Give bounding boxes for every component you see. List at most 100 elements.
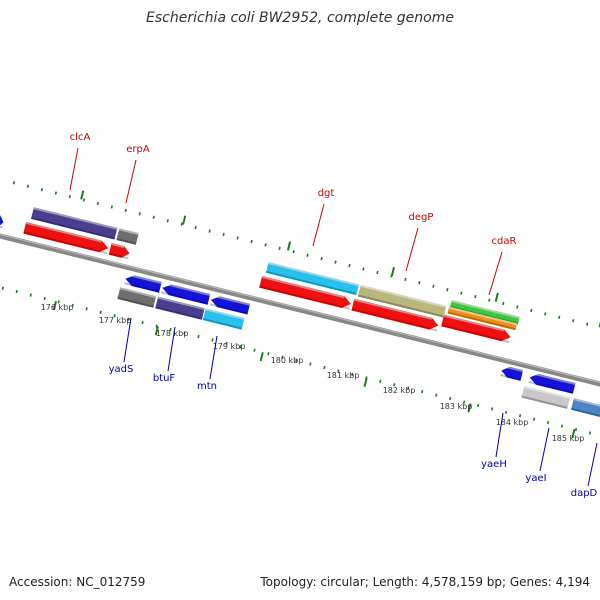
rail-tick bbox=[286, 241, 292, 251]
clcA-gene-shine bbox=[25, 221, 102, 243]
clcA-box bbox=[30, 207, 118, 240]
genome-backbone bbox=[0, 233, 600, 387]
cdaR-gene bbox=[441, 314, 511, 344]
cdaR-box-orange-body bbox=[447, 306, 518, 331]
yaeI-box bbox=[521, 385, 570, 409]
edge-gene bbox=[0, 213, 4, 229]
degP-gene bbox=[351, 298, 439, 332]
mtn-box bbox=[202, 308, 245, 330]
rail-tick bbox=[363, 377, 368, 387]
gene-label-btuF: btuF bbox=[153, 373, 176, 384]
yaeH-gene-shade bbox=[500, 373, 521, 381]
cdaR-box-orange bbox=[447, 306, 518, 331]
yaeH-gene bbox=[500, 365, 524, 381]
scale-tick-label: 182 kbp bbox=[383, 386, 416, 395]
cdaR-gene-shade bbox=[441, 324, 510, 344]
cdaR-box-green-shine bbox=[451, 300, 520, 319]
gene-leader-line bbox=[495, 412, 504, 458]
yadS-box-shade bbox=[117, 296, 154, 308]
mtn-box-shade bbox=[202, 318, 243, 330]
scale-tick-label: 183 kbp bbox=[440, 402, 473, 411]
blue-gene-2 bbox=[160, 282, 211, 305]
blue-gene-3-shine bbox=[211, 294, 251, 306]
dapD-box-body bbox=[570, 398, 600, 420]
backbone-highlight bbox=[0, 233, 600, 384]
blue-gene-3 bbox=[209, 294, 251, 315]
rail-tick bbox=[467, 403, 472, 413]
rail-tick bbox=[494, 292, 499, 302]
scale-tick-label: 184 kbp bbox=[496, 418, 529, 427]
dotted-guide-lines bbox=[1, 181, 600, 439]
blue-gene-3-shade bbox=[209, 303, 248, 315]
accession-text: Accession: NC_012759 bbox=[9, 575, 146, 589]
yaeI-gene-blue-shine bbox=[530, 372, 576, 386]
degP-box-body bbox=[357, 284, 447, 318]
gene-label-erpA: erpA bbox=[126, 144, 150, 155]
blue-gene-2-shade bbox=[160, 291, 209, 305]
dapD-box-shade bbox=[570, 407, 600, 420]
mtn-box-body bbox=[202, 308, 245, 330]
blue-gene-1-shine bbox=[126, 273, 162, 285]
gene-leader-line bbox=[209, 335, 218, 380]
yadS-box-shine bbox=[119, 287, 157, 299]
yaeI-gene-blue-shade bbox=[528, 380, 574, 394]
gene-label-dgt: dgt bbox=[318, 188, 335, 199]
gene-label-clcA: clcA bbox=[70, 132, 91, 143]
cdaR-gene-shine bbox=[443, 314, 505, 332]
gene-labels: clcA erpA dgt degP cdaR yadS btuF mtn yaeH yaeI da… bbox=[69, 132, 598, 499]
gene-leader-line bbox=[405, 227, 419, 272]
scale-tick-label: 178 kbp bbox=[156, 329, 189, 338]
blue-gene-1-shade bbox=[124, 282, 160, 293]
clcA-gene-shade bbox=[23, 231, 108, 255]
scale-tick-label: 185 kbp bbox=[552, 434, 585, 443]
yaeI-gene-blue-body bbox=[529, 374, 576, 394]
erpA-box-shine bbox=[118, 228, 139, 236]
gene-label-mtn: mtn bbox=[197, 381, 217, 392]
clcA-gene-body bbox=[23, 221, 109, 253]
rail-tick bbox=[182, 215, 187, 225]
dgt-gene-shade bbox=[259, 285, 350, 310]
blue-gene-2-body bbox=[162, 284, 211, 305]
yaeH-gene-body bbox=[501, 366, 524, 381]
gene-leader-line bbox=[539, 427, 550, 472]
feature-tracks bbox=[0, 207, 600, 420]
scale-tick-label: 181 kbp bbox=[327, 371, 360, 380]
erpA-gene-body bbox=[108, 242, 130, 258]
yadS-box-body bbox=[117, 287, 157, 308]
blue-gene-1 bbox=[124, 273, 162, 293]
degP-gene-shade bbox=[351, 308, 438, 332]
yaeI-box-shine bbox=[523, 385, 570, 400]
cdaR-box-orange-shade bbox=[447, 311, 516, 331]
degP-box-shade bbox=[357, 294, 444, 318]
erpA-box-shade bbox=[116, 238, 137, 245]
erpA-gene-shade bbox=[108, 252, 129, 260]
blue-gene-2-shine bbox=[163, 282, 211, 296]
edge-gene-shade bbox=[0, 223, 3, 229]
cdaR-box-orange-shine bbox=[448, 306, 518, 326]
btuF-box-body bbox=[155, 296, 205, 320]
scale-tick-label: 179 kbp bbox=[213, 342, 246, 351]
backbone-line bbox=[0, 233, 600, 387]
yadS-box bbox=[117, 287, 157, 308]
clcA-box-body bbox=[30, 207, 118, 240]
degP-box-shine bbox=[360, 284, 447, 308]
erpA-box bbox=[116, 228, 139, 245]
rail-tick bbox=[571, 428, 576, 439]
scale-tick-label: 176 kbp bbox=[41, 303, 74, 312]
dgt-box-shade bbox=[265, 270, 357, 296]
erpA-gene bbox=[108, 242, 130, 260]
mtn-box-shine bbox=[205, 308, 245, 320]
rail-tick bbox=[390, 267, 395, 277]
dgt-box-shine bbox=[268, 262, 359, 287]
gene-leader-line bbox=[69, 147, 79, 191]
gene-label-yaeH: yaeH bbox=[481, 459, 507, 470]
dapD-box-shine bbox=[573, 398, 600, 410]
yaeH-gene-shine bbox=[502, 365, 524, 373]
gene-label-degP: degP bbox=[409, 212, 434, 223]
btuF-box-shade bbox=[155, 306, 203, 320]
dapD-box bbox=[570, 398, 600, 420]
gene-leader-line bbox=[125, 159, 137, 204]
scale-tick-label: 180 kbp bbox=[271, 356, 304, 365]
gene-leader-line bbox=[123, 317, 132, 363]
